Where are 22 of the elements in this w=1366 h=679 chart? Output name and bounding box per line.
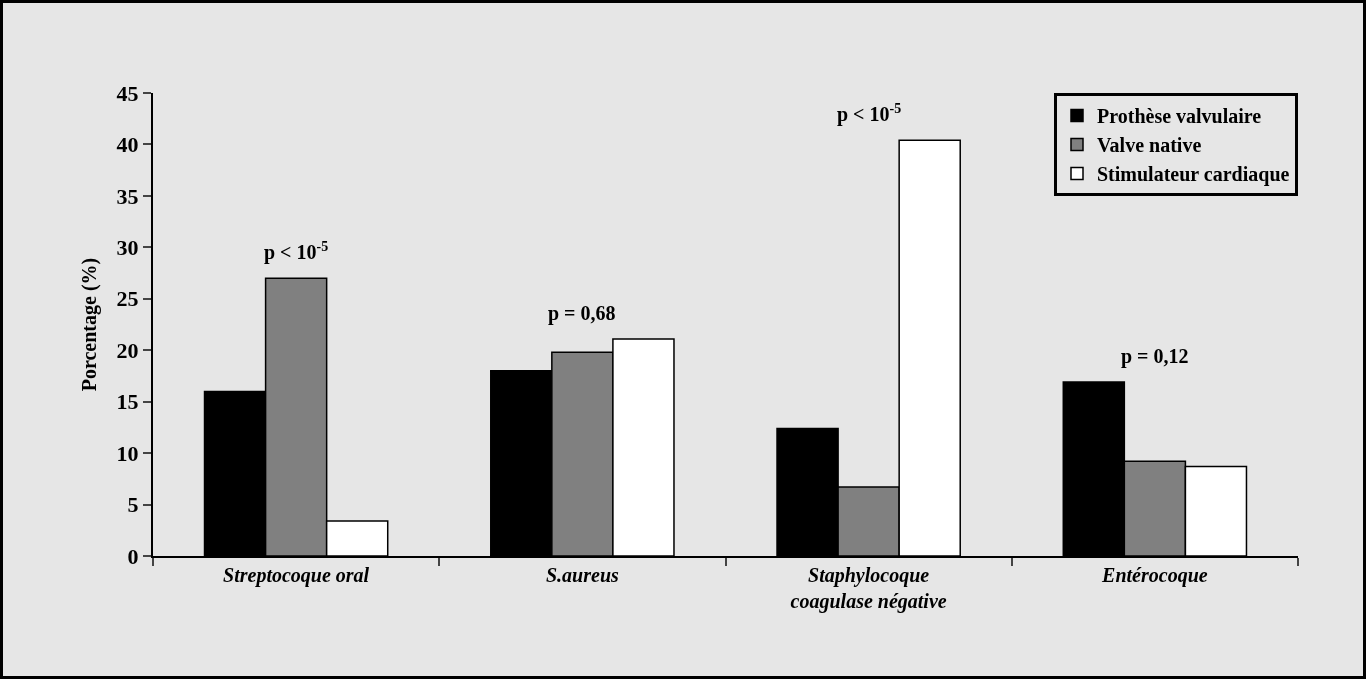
x-tick-label: Entérocoque <box>1101 564 1208 587</box>
legend-label: Valve native <box>1097 134 1202 157</box>
y-tick-label: 35 <box>116 183 139 209</box>
x-tick-label: Staphylocoque coagulase négative <box>790 564 947 613</box>
y-tick-label: 0 <box>127 543 139 569</box>
y-tick-label: 40 <box>116 132 139 158</box>
x-tick-label: Streptocoque oral <box>223 564 370 587</box>
x-tick-label: S.aureus <box>545 564 619 586</box>
y-tick-label: 10 <box>116 440 139 466</box>
annotation: p = 0,12 <box>1121 345 1189 368</box>
y-tick-label: 15 <box>116 389 139 415</box>
legend-label: Prothèse valvulaire <box>1097 105 1262 128</box>
y-tick-label: 45 <box>116 80 139 106</box>
y-axis-title: Porcentage (%) <box>77 257 101 392</box>
y-tick-label: 20 <box>116 337 139 363</box>
annotation: p < 10$^{-5}$ <box>264 239 329 265</box>
y-tick-label: 25 <box>116 286 139 312</box>
annotation: p < 10$^{-5}$ <box>837 101 902 127</box>
y-tick-label: 30 <box>116 235 139 261</box>
y-tick-label: 5 <box>127 492 139 518</box>
legend-label: Stimulateur cardiaque <box>1097 163 1290 187</box>
annotation: p = 0,68 <box>548 302 616 325</box>
